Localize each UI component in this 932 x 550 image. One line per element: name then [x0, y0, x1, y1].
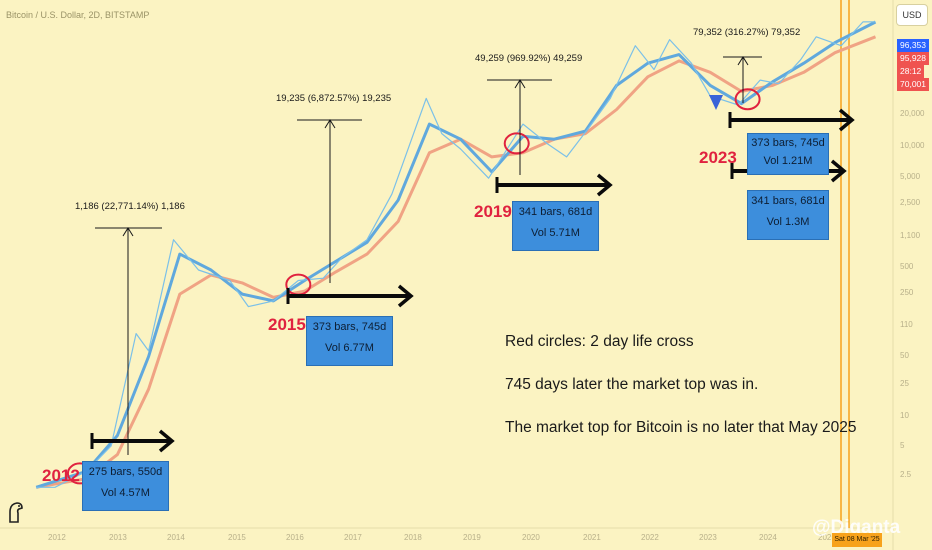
note-line-3: The market top for Bitcoin is no later t… — [505, 419, 857, 436]
measure-label-4: 79,352 (316.27%) 79,352 — [693, 27, 801, 38]
note-line-2: 745 days later the market top was in. — [505, 376, 759, 393]
x-tick-label: 2012 — [48, 533, 66, 542]
symbol-header: Bitcoin / U.S. Dollar, 2D, BITSTAMP — [6, 10, 150, 20]
range-box-vol: Vol 6.77M — [325, 342, 374, 354]
range-box-bars: 341 bars, 681d — [751, 195, 825, 207]
range-box-2015: 373 bars, 745d Vol 6.77M — [306, 316, 393, 366]
range-box-2023-b: 341 bars, 681d Vol 1.3M — [747, 190, 829, 240]
x-tick-label: 2021 — [583, 533, 601, 542]
range-box-vol: Vol 5.71M — [531, 227, 580, 239]
measure-label-2: 19,235 (6,872.57%) 19,235 — [276, 93, 392, 104]
y-tick-label: 500 — [900, 262, 914, 271]
x-tick-label: 2022 — [641, 533, 659, 542]
price-tag: 28:12 — [897, 65, 925, 78]
y-tick-label: 2.5 — [900, 470, 912, 479]
range-box-vol: Vol 1.21M — [763, 155, 813, 167]
range-box-2019: 341 bars, 681d Vol 5.71M — [512, 201, 599, 251]
range-arrowhead — [158, 429, 175, 453]
range-box-vol: Vol 1.3M — [766, 216, 810, 228]
currency-button[interactable]: USD — [896, 4, 928, 26]
year-label-2019: 2019 — [474, 202, 512, 221]
note-line-1: Red circles: 2 day life cross — [505, 333, 694, 350]
year-label-2023: 2023 — [699, 148, 737, 167]
y-tick-label: 5 — [900, 441, 905, 450]
signal-marker-icon — [709, 95, 723, 110]
y-tick-label: 25 — [900, 379, 909, 388]
y-tick-label: 110 — [900, 320, 913, 329]
measure-arrowhead — [737, 56, 749, 66]
range-arrowhead — [397, 284, 414, 308]
x-tick-label: 2013 — [109, 533, 127, 542]
measure-arrowhead — [514, 79, 526, 89]
dino-logo-icon — [9, 502, 23, 523]
x-tick-label: 2019 — [463, 533, 481, 542]
range-arrowhead — [596, 173, 613, 197]
x-tick-label: 2020 — [522, 533, 540, 542]
price-tag: 70,001 — [897, 78, 929, 91]
y-tick-label: 10,000 — [900, 141, 925, 150]
x-tick-label: 2017 — [344, 533, 362, 542]
cross-circle — [503, 132, 530, 155]
x-tick-label: 2024 — [759, 533, 777, 542]
range-box-2012: 275 bars, 550d Vol 4.57M — [82, 461, 169, 511]
range-box-bars: 373 bars, 745d — [312, 321, 387, 333]
y-tick-label: 10 — [900, 411, 909, 420]
cross-circle — [734, 88, 761, 111]
price-line — [36, 21, 876, 488]
y-tick-label: 50 — [900, 351, 909, 360]
y-tick-label: 5,000 — [900, 172, 921, 181]
range-box-bars: 275 bars, 550d — [88, 466, 163, 478]
measure-label-3: 49,259 (969.92%) 49,259 — [475, 53, 583, 64]
x-tick-label: 2018 — [404, 533, 422, 542]
range-arrowhead — [838, 108, 855, 132]
y-tick-label: 250 — [900, 288, 914, 297]
x-tick-label: 2014 — [167, 533, 185, 542]
year-label-2012: 2012 — [42, 466, 80, 485]
measure-arrowhead — [122, 227, 134, 237]
x-tick-label: 2016 — [286, 533, 304, 542]
range-box-2023-a: 373 bars, 745d Vol 1.21M — [747, 133, 829, 175]
x-tick-label: 2023 — [699, 533, 717, 542]
measure-label-1: 1,186 (22,771.14%) 1,186 — [75, 201, 185, 212]
y-tick-label: 2,500 — [900, 198, 921, 207]
year-label-2015: 2015 — [268, 315, 306, 334]
watermark: @Diganta — [812, 517, 901, 538]
price-tag: 96,353 — [897, 39, 929, 52]
price-tag: 95,928 — [897, 52, 929, 65]
x-tick-label: 2015 — [228, 533, 246, 542]
y-tick-label: 20,000 — [900, 109, 925, 118]
range-arrowhead — [830, 159, 847, 183]
y-tick-label: 1,100 — [900, 231, 921, 240]
range-box-vol: Vol 4.57M — [101, 487, 150, 499]
cursor-date-badge: Sat 08 Mar '25 — [832, 533, 882, 547]
range-box-bars: 373 bars, 745d — [751, 137, 825, 149]
range-box-bars: 341 bars, 681d — [518, 206, 593, 218]
x-tick-label: 2025 — [818, 533, 836, 542]
measure-arrowhead — [324, 119, 336, 129]
